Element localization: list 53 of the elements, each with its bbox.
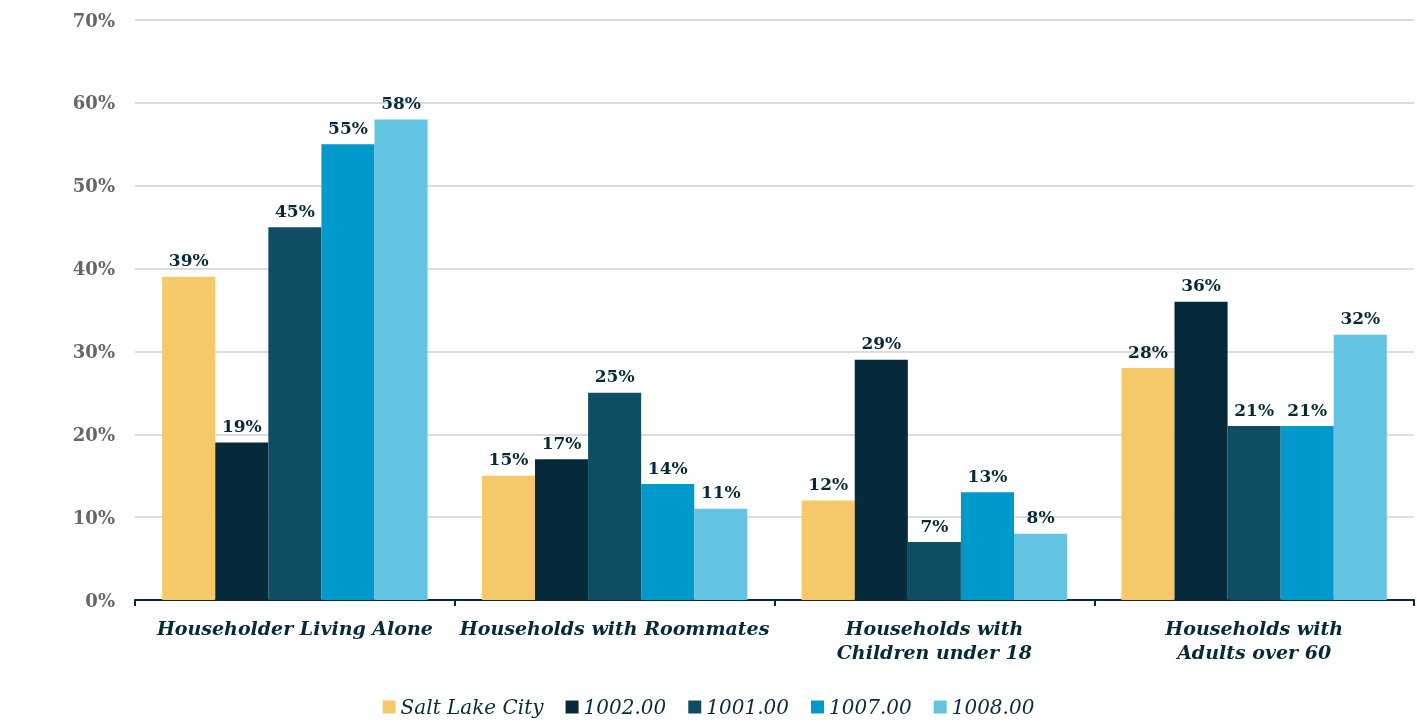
bar <box>907 542 961 600</box>
bar <box>1227 426 1281 600</box>
data-label: 21% <box>1234 399 1275 420</box>
data-label: 28% <box>1128 341 1168 362</box>
legend-label: 1001.00 <box>706 695 790 719</box>
data-label: 12% <box>808 474 849 495</box>
data-label: 39% <box>168 250 209 271</box>
data-label: 17% <box>541 432 582 453</box>
legend-label: 1002.00 <box>583 695 667 719</box>
bar <box>481 475 536 600</box>
bar <box>374 119 428 600</box>
data-label: 36% <box>1181 275 1221 296</box>
bar <box>801 500 855 600</box>
y-tick-label: 20% <box>72 423 115 445</box>
bar <box>162 276 216 600</box>
bar <box>1121 368 1175 600</box>
data-label: 8% <box>1026 507 1055 528</box>
x-tick-label: Households with Children under 18 <box>836 617 1033 663</box>
legend-label: Salt Lake City <box>400 695 545 719</box>
bar <box>268 227 322 600</box>
y-tick-label: 10% <box>72 506 115 528</box>
bar <box>321 144 375 600</box>
x-tick-label: Households with Roommates <box>458 617 770 639</box>
y-tick-label: 70% <box>72 9 115 31</box>
y-tick-label: 60% <box>72 92 115 114</box>
bar <box>641 484 695 600</box>
data-label: 25% <box>594 366 635 387</box>
data-label: 45% <box>274 200 315 221</box>
y-tick-label: 0% <box>85 589 115 611</box>
y-tick-label: 30% <box>72 340 115 362</box>
x-tick-label: Households with Adults over 60 <box>1164 617 1343 663</box>
data-label: 58% <box>381 92 421 113</box>
x-tick-label: Householder Living Alone <box>155 617 433 639</box>
bar <box>1013 533 1068 600</box>
bar <box>960 492 1014 600</box>
data-label: 15% <box>488 449 529 470</box>
data-label: 13% <box>967 465 1008 486</box>
data-label: 14% <box>647 457 688 478</box>
y-tick-label: 40% <box>72 258 115 280</box>
data-label: 21% <box>1287 399 1328 420</box>
data-label: 29% <box>861 333 902 354</box>
bar <box>1333 334 1387 600</box>
legend-label: 1008.00 <box>951 695 1035 719</box>
bar <box>1280 426 1334 600</box>
bar <box>588 392 642 600</box>
data-label: 11% <box>700 482 741 503</box>
data-label: 32% <box>1340 308 1381 329</box>
legend-label: 1007.00 <box>828 695 912 719</box>
data-label: 19% <box>221 416 262 437</box>
data-label: 7% <box>920 515 949 536</box>
bar <box>694 508 748 600</box>
data-label: 55% <box>328 117 368 138</box>
y-tick-label: 50% <box>72 175 115 197</box>
